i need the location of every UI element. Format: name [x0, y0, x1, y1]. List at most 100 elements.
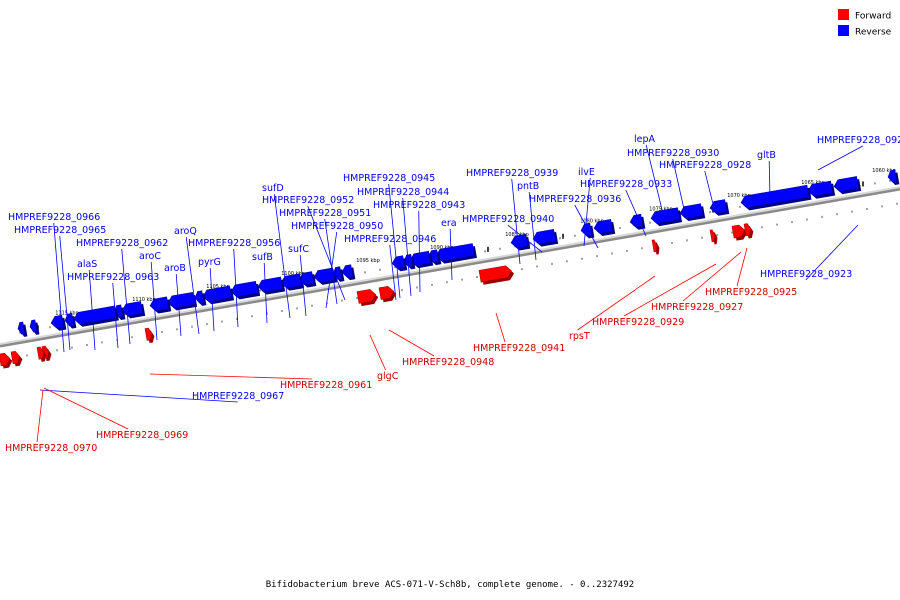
reverse-gene-label: sufB [252, 252, 273, 263]
reverse-gene-arrow [510, 233, 531, 251]
reverse-gene-arrow [280, 273, 305, 291]
reverse-label-connector [805, 224, 859, 281]
forward-gene-label: rpsT [569, 331, 590, 342]
kbp-label: 1105 kbp [206, 284, 230, 290]
reverse-gene-arrow [532, 229, 559, 247]
reverse-gene-arrow [807, 180, 836, 199]
reverse-gene-label: aroQ [174, 226, 197, 237]
reverse-label-connector [185, 236, 200, 335]
reverse-label-connector [209, 267, 215, 332]
reverse-label-connector [528, 191, 537, 261]
forward-gene-arrow [731, 224, 748, 241]
reverse-gene-label: HMPREF9228_0967 [192, 391, 284, 402]
reverse-gene-arrow [650, 207, 683, 227]
reverse-gene-label: HMPREF9228_0945 [343, 173, 435, 184]
reverse-label-connector [817, 145, 863, 171]
reverse-gene-arrow [341, 264, 356, 281]
forward-gene-label: HMPREF9228_0948 [402, 357, 494, 368]
reverse-gene-label: gltB [757, 150, 776, 161]
reverse-gene-label: sufC [288, 244, 309, 255]
reverse-label-connector [574, 204, 599, 249]
reverse-label-connector [307, 205, 346, 301]
axis-shadow [0, 187, 900, 348]
reverse-label-connector [402, 197, 412, 297]
reverse-gene-arrow [167, 292, 198, 311]
forward-label-connector [149, 373, 313, 380]
reverse-gene-arrow [709, 199, 730, 216]
forward-gene-label: HMPREF9228_0941 [473, 343, 565, 354]
forward-gene-arrow [709, 229, 718, 245]
reverse-gene-arrow [29, 319, 40, 335]
forward-gene-arrow [478, 265, 515, 285]
legend-forward-label: Forward [855, 12, 891, 22]
reverse-gene-label: HMPREF9228_0936 [529, 194, 621, 205]
kbp-label: 1060 kbp [872, 168, 896, 174]
reverse-gene-label: HMPREF9228_0963 [67, 272, 159, 283]
reverse-gene-arrow [73, 305, 119, 327]
reverse-label-connector [273, 193, 291, 319]
reverse-gene-label: HMPREF9228_0933 [580, 179, 672, 190]
reverse-gene-label: HMPREF9228_0946 [344, 234, 436, 245]
reverse-label-connector [625, 189, 647, 237]
genome-axis [0, 186, 900, 348]
kbp-label: 1090 kbp [430, 245, 454, 251]
kbp-label: 1110 kbp [132, 297, 156, 303]
forward-gene-label: HMPREF9228_0927 [651, 302, 743, 313]
kbp-label: 1080 kbp [580, 219, 604, 225]
reverse-gene-arrow [313, 267, 338, 285]
reverse-gene-label: HMPREF9228_0923 [760, 269, 852, 280]
reverse-gene-label: aroB [164, 263, 186, 274]
reverse-gene-arrow [391, 255, 408, 272]
forward-label-connector [388, 329, 435, 357]
reverse-gene-label: HMPREF9228_0940 [462, 214, 554, 225]
forward-label-connector [682, 251, 742, 302]
forward-gene-arrow [36, 346, 47, 362]
reverse-gene-label: HMPREF9228_0956 [188, 238, 280, 249]
reverse-gene-label: pyrG [198, 257, 221, 268]
forward-label-connector [36, 389, 44, 443]
reverse-gene-label: HMPREF9228_0951 [279, 208, 371, 219]
reverse-gene-arrow [50, 314, 67, 331]
reverse-label-connector [768, 160, 771, 199]
forward-gene-arrow [10, 350, 23, 367]
forward-gene-arrow [378, 285, 397, 303]
forward-label-connector [623, 263, 717, 317]
forward-label-connector [43, 387, 129, 430]
forward-label-connector [495, 312, 506, 343]
axis-line [0, 186, 900, 345]
reverse-gene-label: alaS [77, 259, 97, 270]
reverse-gene-arrow [194, 290, 207, 306]
kbp-label: 1100 kbp [281, 271, 305, 277]
reverse-label-connector [507, 224, 543, 253]
reverse-label-connector [324, 218, 338, 305]
legend: Forward Reverse [838, 9, 892, 38]
reverse-label-connector [449, 228, 453, 281]
reverse-label-connector [88, 269, 96, 351]
forward-gene-arrow [0, 352, 13, 369]
legend-reverse-swatch [838, 25, 849, 36]
reverse-gene-label: HMPREF9228_0950 [291, 221, 383, 232]
forward-gene-label: HMPREF9228_0961 [280, 380, 372, 391]
kbp-label: 1065 kbp [801, 180, 825, 186]
gene-labels: HMPREF9228_0924gltBHMPREF9228_0928HMPREF… [5, 134, 900, 454]
reverse-gene-label: era [441, 218, 457, 229]
reverse-gene-label: HMPREF9228_0952 [262, 195, 354, 206]
reverse-label-connector [150, 261, 158, 341]
forward-label-connector [736, 247, 748, 287]
reverse-label-connector [389, 244, 397, 301]
reverse-label-connector [704, 170, 716, 213]
reverse-gene-arrow [679, 203, 706, 222]
reverse-label-connector [121, 248, 131, 345]
reverse-label-connector [263, 262, 268, 324]
legend-reverse-label: Reverse [855, 28, 892, 38]
forward-gene-arrow [144, 327, 155, 344]
kbp-label: 1095 kbp [356, 258, 380, 264]
forward-gene-label: glgC [377, 371, 399, 382]
reverse-label-connector [418, 210, 421, 293]
reverse-label-connector [112, 282, 119, 349]
reverse-gene-label: HMPREF9228_0939 [466, 168, 558, 179]
reverse-label-connector [175, 273, 182, 337]
reverse-gene-arrow [593, 219, 616, 237]
reverse-label-connector [53, 222, 65, 353]
forward-label-connector [577, 275, 656, 331]
